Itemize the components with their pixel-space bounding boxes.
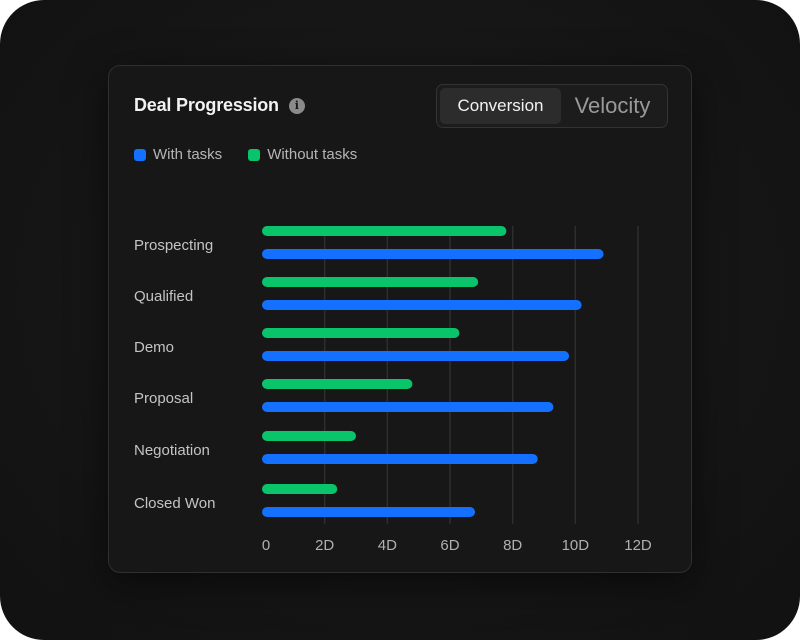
metric-toggle: Conversion Velocity xyxy=(436,84,668,128)
x-tick-label-1: 2D xyxy=(315,537,334,554)
x-tick-label-6: 12D xyxy=(624,537,652,554)
category-label-3: Proposal xyxy=(134,390,193,407)
bar-without-tasks-5 xyxy=(262,484,338,494)
bar-chart: 0 2D 4D 6D 8D 10D 12D Prospecting Qualified Demo P… xyxy=(134,226,652,554)
card-title: Deal Progression xyxy=(134,95,279,115)
bar-with-tasks-5 xyxy=(262,507,476,517)
deal-progression-card: Deal Progression i Conversion Velocity W… xyxy=(108,65,692,573)
x-tick-label-5: 10D xyxy=(562,537,590,554)
info-icon[interactable]: i xyxy=(288,97,305,114)
x-tick-label-4: 8D xyxy=(503,537,522,554)
legend-label-without-tasks: Without tasks xyxy=(267,146,358,163)
bar-with-tasks-2 xyxy=(262,351,570,361)
bar-with-tasks-0 xyxy=(262,249,604,259)
legend-label-with-tasks: With tasks xyxy=(153,146,223,163)
category-label-5: Closed Won xyxy=(134,495,215,512)
category-label-2: Demo xyxy=(134,339,174,356)
category-label-1: Qualified xyxy=(134,288,193,305)
chart-legend: With tasks Without tasks xyxy=(134,146,357,163)
bar-with-tasks-3 xyxy=(262,402,554,412)
legend-item-without-tasks: Without tasks xyxy=(248,146,357,163)
toggle-conversion-button[interactable]: Conversion xyxy=(440,88,561,124)
bar-without-tasks-2 xyxy=(262,328,460,338)
x-tick-label-2: 4D xyxy=(378,537,397,554)
legend-swatch-with-tasks xyxy=(134,148,146,161)
bar-without-tasks-0 xyxy=(262,226,507,236)
bar-with-tasks-1 xyxy=(262,300,582,310)
bar-without-tasks-3 xyxy=(262,379,413,389)
x-tick-label-3: 6D xyxy=(440,537,459,554)
card-header: Deal Progression i xyxy=(134,95,305,116)
legend-swatch-without-tasks xyxy=(248,148,261,161)
bar-without-tasks-4 xyxy=(262,431,356,441)
bar-with-tasks-4 xyxy=(262,454,538,464)
category-label-0: Prospecting xyxy=(134,237,213,254)
toggle-velocity-button[interactable]: Velocity xyxy=(574,93,651,118)
legend-item-with-tasks: With tasks xyxy=(134,146,222,163)
x-tick-label-0: 0 xyxy=(262,537,270,554)
category-label-4: Negotiation xyxy=(134,442,210,459)
bar-without-tasks-1 xyxy=(262,277,479,287)
